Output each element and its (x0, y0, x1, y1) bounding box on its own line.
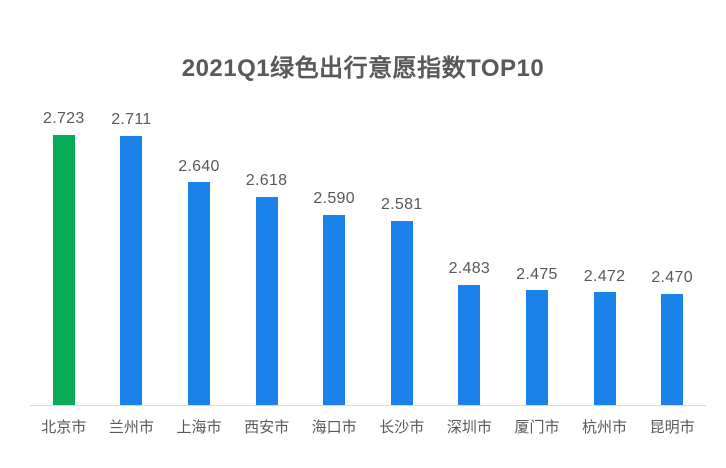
bar-value-label: 2.470 (651, 269, 693, 287)
x-axis-label: 兰州市 (108, 419, 154, 436)
x-axis-label: 上海市 (176, 419, 222, 436)
bar-group: 2.711 (98, 110, 166, 405)
bar-group: 2.470 (638, 110, 706, 405)
bar-value-label: 2.483 (448, 260, 491, 278)
bar-group: 2.618 (233, 110, 301, 405)
x-axis-label: 海口市 (311, 419, 357, 436)
bar-group: 2.640 (165, 110, 233, 405)
x-axis-labels: 北京市 兰州市 上海市 西安市 海口市 长沙市 深圳市 厦门市 杭州市 昆明市 (30, 416, 706, 437)
bar (458, 285, 481, 405)
bar-value-label: 2.723 (43, 110, 85, 127)
plot-area: 2.723 2.711 2.640 2.618 2.590 2.581 2.483 2.475… (30, 110, 706, 405)
bar (52, 134, 75, 405)
bar-value-label: 2.711 (111, 111, 152, 129)
bar-group: 2.475 (503, 110, 571, 405)
bar-value-label: 2.618 (245, 171, 288, 189)
x-axis-label: 深圳市 (446, 419, 492, 436)
bar-group: 2.483 (436, 110, 504, 405)
bar (661, 293, 684, 405)
x-axis-label: 长沙市 (379, 419, 425, 436)
bar (525, 290, 548, 405)
bar-value-label: 2.640 (178, 157, 220, 175)
bar-group: 2.723 (30, 110, 98, 405)
bar (323, 214, 346, 405)
bar-value-label: 2.590 (313, 190, 355, 208)
x-axis-label: 北京市 (41, 419, 87, 436)
bar (120, 135, 143, 405)
x-axis-label: 昆明市 (649, 419, 695, 436)
chart-title: 2021Q1绿色出行意愿指数TOP10 (181, 55, 545, 82)
bar-value-label: 2.472 (583, 267, 626, 285)
bar-group: 2.590 (300, 110, 368, 405)
x-axis-label: 西安市 (244, 419, 290, 436)
bar-value-label: 2.475 (516, 265, 558, 283)
bar (593, 292, 616, 405)
bar-group: 2.472 (571, 110, 639, 405)
bar (255, 196, 278, 405)
x-axis-label: 厦门市 (514, 419, 560, 436)
bar (187, 182, 210, 405)
x-axis-line (30, 405, 706, 406)
bar-group: 2.581 (368, 110, 436, 405)
bar-value-label: 2.581 (380, 196, 423, 214)
x-axis-label: 杭州市 (582, 419, 628, 436)
bar (390, 220, 413, 405)
